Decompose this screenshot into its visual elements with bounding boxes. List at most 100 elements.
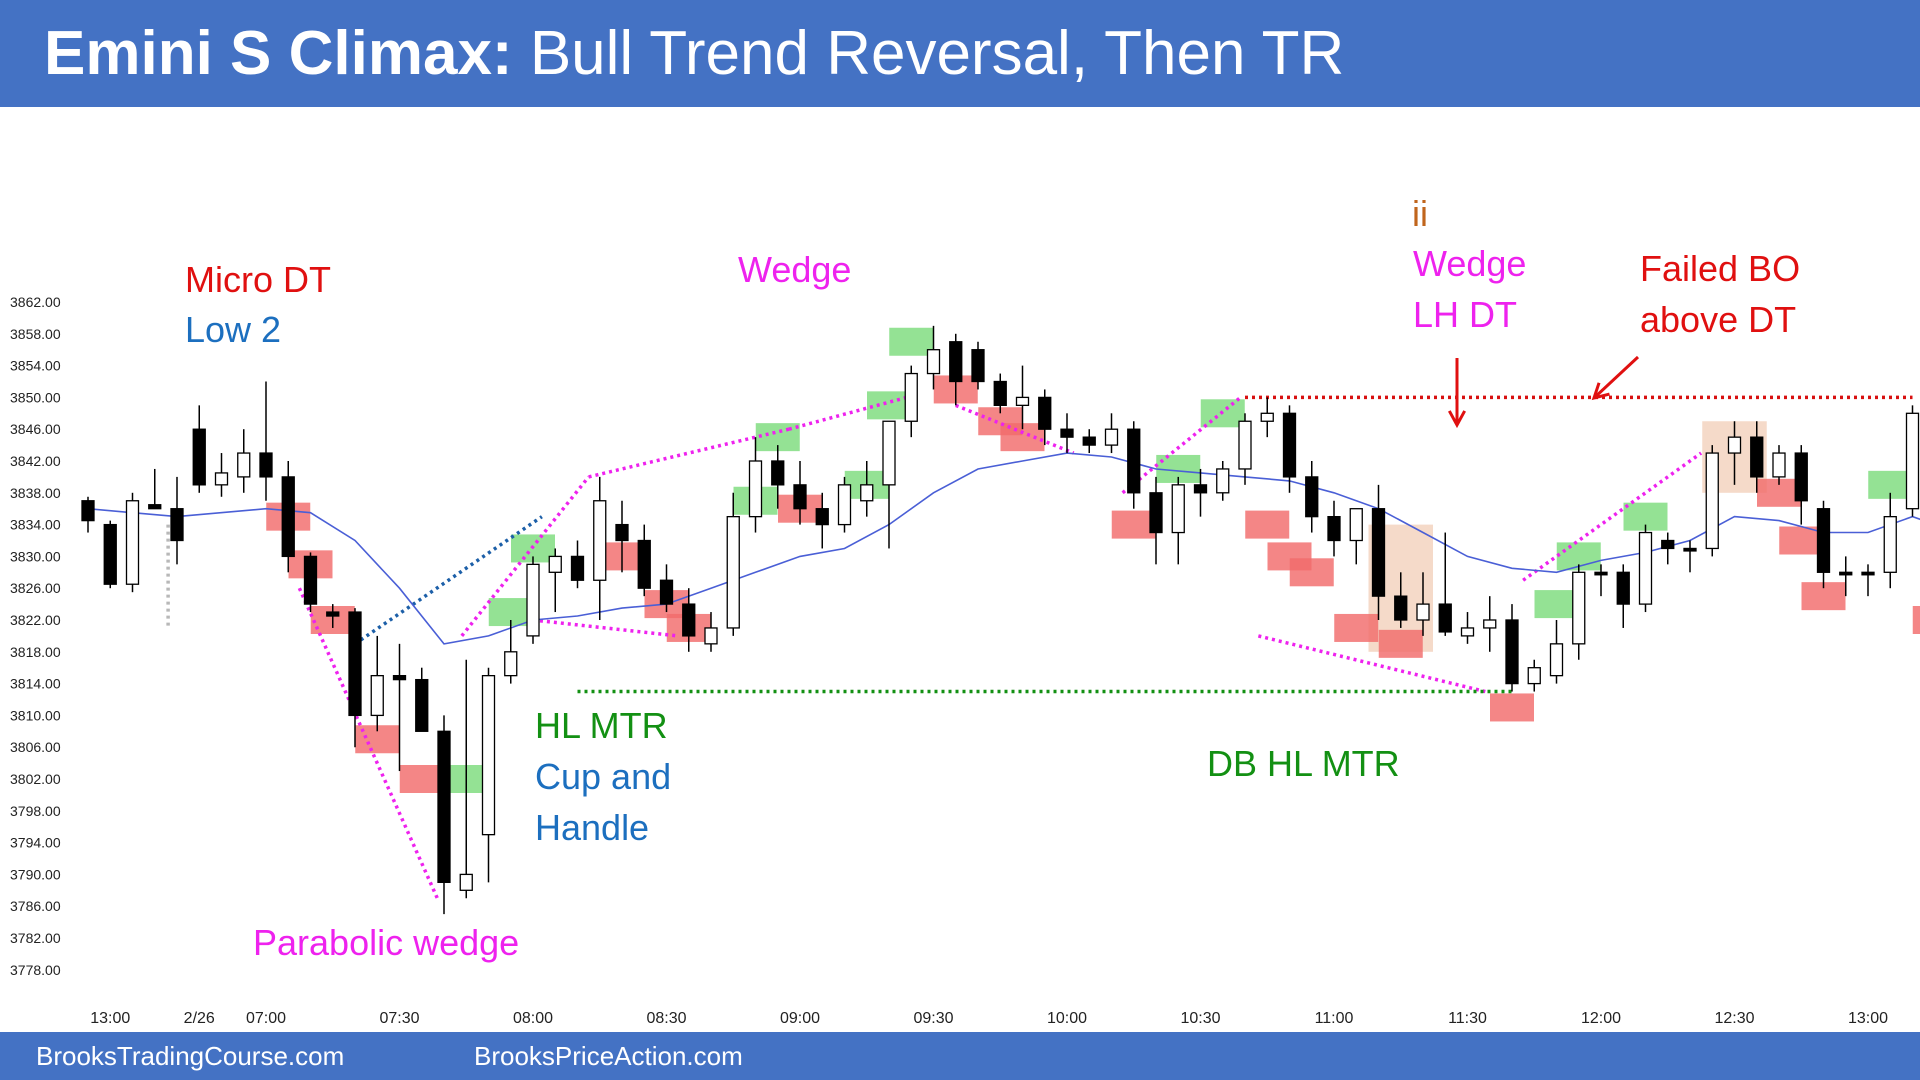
bull-candle [1883, 516, 1897, 573]
bear-candle [1594, 571, 1608, 576]
bull-candle [1416, 603, 1430, 621]
bull-candle [1216, 468, 1230, 494]
annotation-label: Failed BO [1640, 248, 1800, 289]
y-tick-label: 3842.00 [10, 453, 61, 469]
bear-candle [1438, 603, 1452, 633]
bear-candle [1816, 508, 1831, 573]
title-bold: Emini S Climax: [44, 19, 513, 88]
bull-candle [1260, 412, 1274, 422]
magenta-dotted-line [1522, 451, 1703, 582]
bear-signal-box [1289, 558, 1334, 587]
bear-candle [971, 349, 985, 383]
x-tick-label: 10:30 [1180, 1010, 1220, 1027]
bear-signal-box [1245, 510, 1290, 539]
bull-candle [504, 651, 518, 677]
trend-lines [166, 395, 1913, 899]
annotation-label: LH DT [1413, 294, 1517, 335]
ema-20-line [87, 452, 1920, 645]
bull-signal-box [867, 391, 911, 420]
bull-candle [926, 349, 941, 375]
bear-candle [259, 452, 273, 478]
x-tick-label: 13:00 [1848, 1010, 1888, 1027]
magenta-dotted-line [460, 475, 590, 637]
x-tick-label: 10:00 [1047, 1010, 1087, 1027]
candlestick-chart: 3862.00 3858.00 3854.00 3850.00 3846.00 3842.… [10, 193, 1920, 1027]
bear-signal-box [1912, 606, 1920, 634]
bear-candle [615, 523, 629, 542]
annotation-label: Wedge [1413, 243, 1526, 284]
signal-boxes [266, 327, 1920, 793]
title-rest: Bull Trend Reversal, Then TR [529, 19, 1345, 88]
arrow-head [1591, 382, 1610, 401]
bear-candle [170, 508, 184, 542]
bull-candle [1015, 396, 1030, 406]
bull-candle [1705, 452, 1719, 550]
bear-candle [326, 611, 340, 617]
bear-signal-box [1378, 629, 1423, 658]
bear-candle [1127, 428, 1141, 494]
y-tick-label: 3782.00 [10, 930, 61, 946]
bull-candle [860, 484, 874, 502]
magenta-dotted-line [1121, 396, 1242, 495]
bull-candle [214, 472, 229, 486]
x-tick-label: 09:30 [913, 1010, 953, 1027]
bear-candle [148, 504, 162, 510]
bull-candle [837, 484, 852, 526]
bull-candle [125, 500, 140, 585]
bear-candle [281, 476, 295, 558]
y-tick-label: 3822.00 [10, 612, 61, 628]
annotation-label: ii [1412, 193, 1428, 234]
bear-candle [659, 579, 674, 605]
bear-candle [392, 675, 407, 681]
bear-candle [793, 484, 807, 510]
bear-signal-box [1334, 613, 1379, 642]
bull-candle [704, 627, 718, 645]
y-tick-label: 3846.00 [10, 421, 61, 437]
annotation-label: Micro DT [185, 259, 331, 300]
bear-candle [1661, 539, 1675, 550]
annotation-label: Cup and [535, 756, 671, 797]
y-tick-label: 3790.00 [10, 866, 61, 882]
bull-candle [1349, 508, 1363, 542]
y-tick-label: 3862.00 [10, 294, 61, 310]
bull-signal-box [889, 327, 934, 356]
y-tick-label: 3778.00 [10, 962, 61, 978]
y-tick-label: 3818.00 [10, 644, 61, 660]
annotation-label: HL MTR [535, 705, 668, 746]
blue-dotted-line [354, 515, 543, 646]
bear-candle [1082, 436, 1096, 446]
y-tick-label: 3850.00 [10, 389, 61, 405]
bull-candle [1104, 428, 1119, 446]
bull-candle [1727, 436, 1742, 454]
footer-link-brookstradingcourse[interactable]: BrooksTradingCourse.com [36, 1041, 345, 1071]
footer-bar: BrooksTradingCourse.com BrooksPriceActio… [0, 1032, 1920, 1080]
bull-candle [1572, 571, 1586, 645]
bear-candle [1861, 571, 1875, 576]
y-tick-label: 3854.00 [10, 358, 61, 374]
bear-candle [637, 539, 651, 589]
bear-candle [1371, 508, 1386, 597]
y-tick-label: 3806.00 [10, 739, 61, 755]
bull-candle [1460, 627, 1475, 637]
bull-candle [1905, 412, 1920, 510]
bear-candle [1683, 547, 1697, 552]
annotation-label: Handle [535, 807, 649, 848]
bear-candle [682, 603, 696, 637]
chart-title: Emini S Climax: Bull Trend Reversal, The… [44, 18, 1344, 90]
annotations: Micro DT Low 2 Parabolic wedge Wedge HL MTR C… [185, 193, 1800, 963]
candles [81, 325, 1920, 915]
bull-candle [459, 873, 473, 891]
title-bar: Emini S Climax: Bull Trend Reversal, The… [0, 0, 1920, 107]
y-tick-label: 3802.00 [10, 771, 61, 787]
bull-candle [370, 675, 384, 717]
bear-candle [771, 460, 785, 486]
bull-candle [1638, 531, 1653, 605]
bear-candle [815, 508, 829, 526]
x-tick-label: 08:00 [513, 1010, 553, 1027]
x-tick-label: 09:00 [780, 1010, 820, 1027]
bear-candle [1149, 492, 1163, 534]
annotation-label: Low 2 [185, 309, 281, 350]
bull-candle [526, 563, 540, 637]
footer-link-brookspriceaction[interactable]: BrooksPriceAction.com [474, 1041, 743, 1071]
annotation-label: above DT [1640, 299, 1796, 340]
